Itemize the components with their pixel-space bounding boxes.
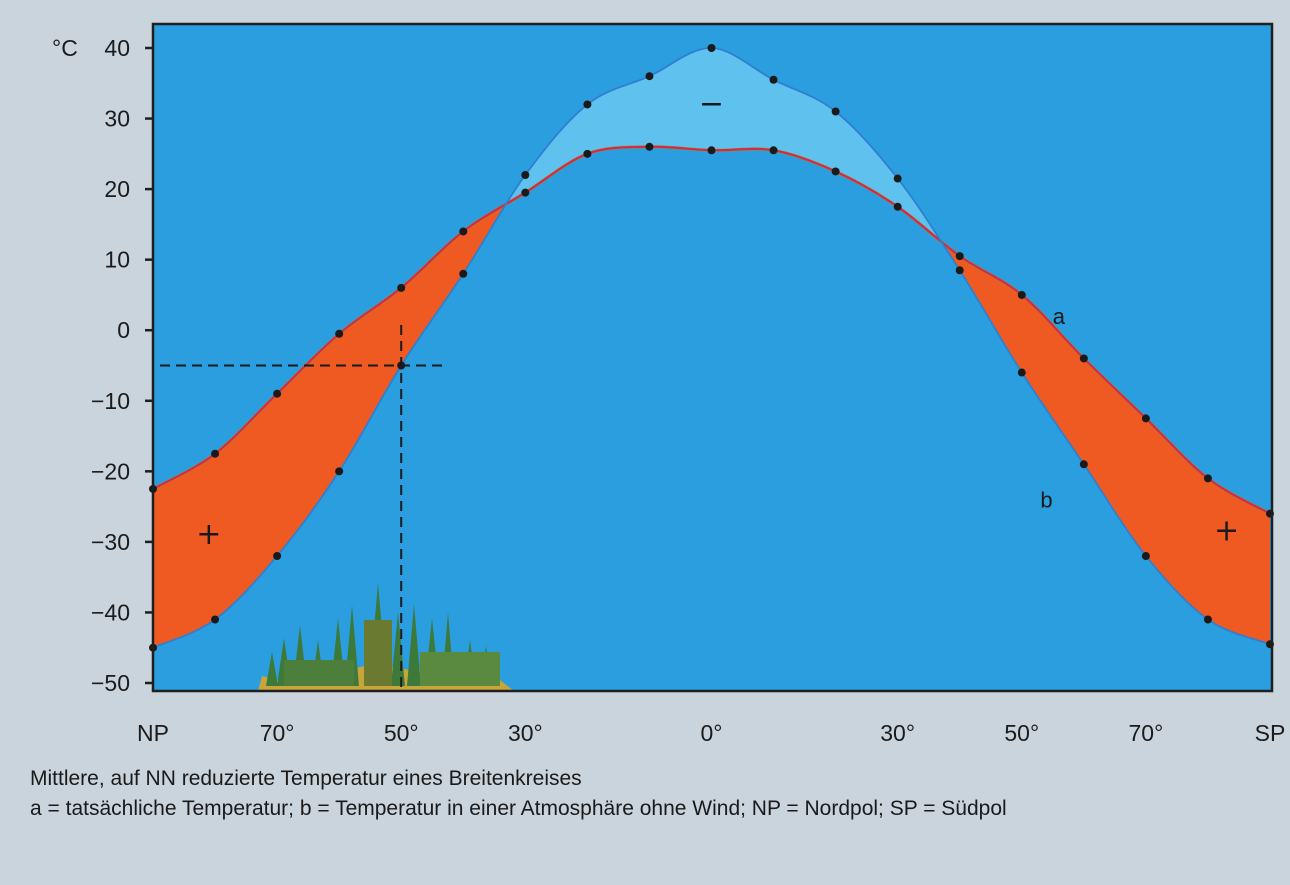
castle-spire-8 — [407, 604, 421, 686]
series-b-point-12 — [893, 174, 902, 183]
cool-fill-region — [153, 24, 1270, 514]
series-a-point-13 — [955, 252, 964, 261]
caption-legend: a = tatsächliche Temperatur; b = Tempera… — [30, 797, 1007, 820]
y-unit-label: °C — [52, 35, 78, 61]
x-tick-label-2: 50° — [384, 720, 419, 746]
region-sign-2: − — [699, 86, 724, 121]
series-b-point-8 — [645, 72, 654, 81]
series-labels: ab — [1040, 304, 1065, 512]
series-b-point-10 — [769, 75, 778, 84]
data-points — [149, 44, 1274, 652]
y-tick-label-5: −10 — [91, 388, 130, 414]
region-sign-1: + — [1214, 513, 1239, 548]
series-a-point-14 — [1017, 290, 1026, 299]
series-b-label: b — [1040, 488, 1052, 513]
y-tick-label-4: 0 — [117, 317, 130, 343]
figure-caption: Mittlere, auf NN reduzierte Temperatur e… — [30, 764, 1265, 824]
series-a-point-16 — [1141, 414, 1150, 423]
series-b-point-9 — [707, 44, 716, 52]
y-tick-label-9: −50 — [91, 670, 130, 696]
x-tick-label-7: 70° — [1128, 720, 1163, 746]
castle-tower — [364, 620, 392, 686]
y-tick-label-8: −40 — [91, 599, 130, 625]
region-sign-0: + — [196, 517, 221, 552]
series-a-point-6 — [521, 188, 530, 197]
x-axis: NP 70° 50° 30° 0° 30° 50° 70° SP — [137, 720, 1285, 746]
castle-wall — [284, 660, 354, 686]
series-a-point-12 — [893, 202, 902, 211]
series-a-point-5 — [459, 227, 468, 236]
y-axis: 40 30 20 10 0 −10 −20 −30 −40 −50 °C — [52, 35, 153, 696]
series-b-point-6 — [521, 171, 530, 179]
x-tick-label-8: SP — [1255, 720, 1286, 746]
series-b-point-11 — [831, 107, 840, 116]
castle-hall — [420, 652, 500, 686]
caption-title: Mittlere, auf NN reduzierte Temperatur e… — [30, 767, 582, 790]
castle-spire-0 — [266, 652, 278, 686]
series-b-point-16 — [1141, 552, 1150, 560]
y-tick-label-2: 20 — [104, 176, 130, 202]
series-b-point-3 — [335, 467, 344, 476]
x-tick-label-0: NP — [137, 720, 169, 746]
series-a-point-1 — [211, 449, 220, 458]
series-b-point-5 — [459, 269, 468, 278]
series-a-point-2 — [273, 389, 282, 398]
series-a-label: a — [1053, 304, 1066, 329]
series-a-point-7 — [583, 149, 592, 158]
plot-frame — [151, 22, 1274, 693]
x-tick-label-6: 50° — [1004, 720, 1039, 746]
series-a-point-17 — [1203, 474, 1212, 483]
y-tick-label-1: 30 — [104, 106, 130, 132]
series-b-point-4 — [397, 361, 406, 370]
x-tick-label-1: 70° — [260, 720, 295, 746]
y-tick-label-6: −20 — [91, 458, 130, 484]
reference-lines — [160, 325, 443, 691]
series-a-point-10 — [769, 146, 778, 155]
series-a-point-4 — [397, 283, 406, 292]
series-b-point-13 — [955, 266, 964, 275]
series-a-point-8 — [645, 142, 654, 151]
x-tick-label-4: 0° — [701, 720, 723, 746]
series-a-point-11 — [831, 167, 840, 176]
series-b-point-14 — [1017, 368, 1026, 377]
series-b-point-17 — [1203, 615, 1212, 624]
difference-fills — [153, 24, 1270, 648]
y-tick-label-0: 40 — [104, 35, 130, 61]
x-tick-label-3: 30° — [508, 720, 543, 746]
series-b-point-7 — [583, 100, 592, 109]
y-tick-label-3: 10 — [104, 247, 130, 273]
series-b-point-15 — [1079, 460, 1088, 469]
x-tick-label-5: 30° — [880, 720, 915, 746]
series-a-point-3 — [335, 329, 344, 338]
series-b-point-2 — [273, 552, 282, 560]
series-a-point-9 — [707, 146, 716, 155]
series-a-point-15 — [1079, 354, 1088, 363]
y-tick-label-7: −30 — [91, 529, 130, 555]
castle-illustration — [258, 583, 514, 691]
region-signs: + + − — [196, 86, 1239, 551]
series-b-point-1 — [211, 615, 220, 624]
